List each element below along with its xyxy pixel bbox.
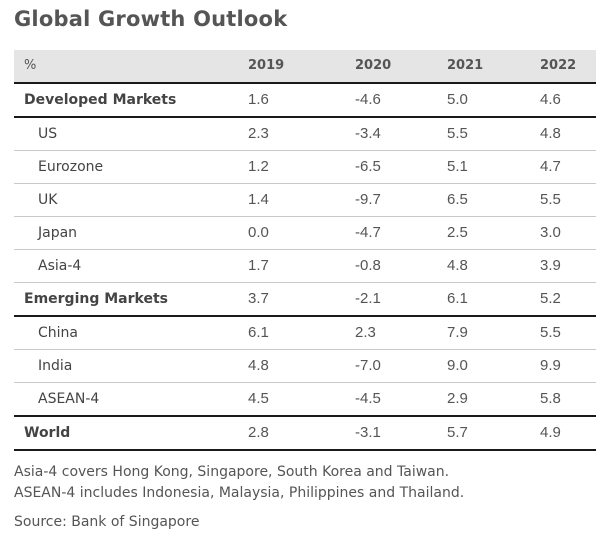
cell-2022: 3.9: [540, 257, 561, 274]
cell-2020: -3.1: [355, 424, 381, 441]
table-row: China 6.1 2.3 7.9 5.5: [14, 317, 596, 350]
cell-2019: 3.7: [248, 290, 269, 307]
cell-2021: 5.1: [447, 158, 468, 175]
cell-2020: 2.3: [355, 324, 376, 341]
cell-2022: 4.8: [540, 125, 561, 142]
cell-2019: 4.5: [248, 390, 269, 407]
cell-2021: 9.0: [447, 357, 468, 374]
cell-2021: 4.8: [447, 257, 468, 274]
cell-2019: 1.2: [248, 158, 269, 175]
cell-2019: 6.1: [248, 324, 269, 341]
cell-2019: 2.3: [248, 125, 269, 142]
year-header-2022: 2022: [540, 58, 577, 73]
table-header-row: % 2019 2020 2021 2022: [14, 50, 596, 84]
cell-2019: 1.7: [248, 257, 269, 274]
cell-2022: 5.5: [540, 324, 561, 341]
cell-2021: 6.1: [447, 290, 468, 307]
cell-2021: 6.5: [447, 191, 468, 208]
row-label: World: [24, 425, 71, 441]
table-row: ASEAN-4 4.5 -4.5 2.9 5.8: [14, 383, 596, 417]
cell-2022: 5.8: [540, 390, 561, 407]
table-row: Asia-4 1.7 -0.8 4.8 3.9: [14, 250, 596, 283]
year-header-2019: 2019: [248, 58, 285, 73]
cell-2022: 5.5: [540, 191, 561, 208]
source-note: Source: Bank of Singapore: [14, 514, 200, 530]
row-label: China: [38, 325, 78, 341]
table-row: Japan 0.0 -4.7 2.5 3.0: [14, 217, 596, 250]
cell-2019: 2.8: [248, 424, 269, 441]
cell-2022: 5.2: [540, 290, 561, 307]
table-row: US 2.3 -3.4 5.5 4.8: [14, 118, 596, 151]
cell-2021: 5.5: [447, 125, 468, 142]
footnotes: Asia-4 covers Hong Kong, Singapore, Sout…: [14, 462, 464, 504]
row-label: UK: [38, 192, 58, 208]
cell-2021: 2.5: [447, 224, 468, 241]
cell-2020: -4.6: [355, 91, 381, 108]
cell-2020: -4.5: [355, 390, 381, 407]
footnote: ASEAN-4 includes Indonesia, Malaysia, Ph…: [14, 485, 465, 501]
cell-2020: -2.1: [355, 290, 381, 307]
row-label: Eurozone: [38, 159, 104, 175]
row-label: Japan: [38, 225, 78, 241]
cell-2020: -6.5: [355, 158, 381, 175]
year-header-2021: 2021: [447, 58, 484, 73]
table-row: UK 1.4 -9.7 6.5 5.5: [14, 184, 596, 217]
cell-2019: 1.4: [248, 191, 269, 208]
cell-2021: 7.9: [447, 324, 468, 341]
cell-2022: 3.0: [540, 224, 561, 241]
row-label: ASEAN-4: [38, 391, 100, 407]
table-row: India 4.8 -7.0 9.0 9.9: [14, 350, 596, 383]
cell-2022: 9.9: [540, 357, 561, 374]
cell-2019: 0.0: [248, 224, 269, 241]
row-label: Emerging Markets: [24, 291, 168, 307]
table-row: World 2.8 -3.1 5.7 4.9: [14, 417, 596, 451]
unit-header: %: [24, 58, 37, 73]
cell-2020: -4.7: [355, 224, 381, 241]
cell-2021: 5.7: [447, 424, 468, 441]
table-row: Emerging Markets 3.7 -2.1 6.1 5.2: [14, 283, 596, 317]
cell-2020: -7.0: [355, 357, 381, 374]
row-label: Asia-4: [38, 258, 82, 274]
row-label: India: [38, 358, 73, 374]
cell-2022: 4.9: [540, 424, 561, 441]
cell-2021: 2.9: [447, 390, 468, 407]
cell-2020: -3.4: [355, 125, 381, 142]
cell-2020: -0.8: [355, 257, 381, 274]
year-header-2020: 2020: [355, 58, 392, 73]
row-label: Developed Markets: [24, 92, 177, 108]
cell-2020: -9.7: [355, 191, 381, 208]
cell-2019: 4.8: [248, 357, 269, 374]
page-title: Global Growth Outlook: [14, 7, 288, 31]
cell-2019: 1.6: [248, 91, 269, 108]
table-row: Developed Markets 1.6 -4.6 5.0 4.6: [14, 84, 596, 118]
cell-2021: 5.0: [447, 91, 468, 108]
cell-2022: 4.7: [540, 158, 561, 175]
row-label: US: [38, 126, 58, 142]
table-row: Eurozone 1.2 -6.5 5.1 4.7: [14, 151, 596, 184]
cell-2022: 4.6: [540, 91, 561, 108]
growth-table: % 2019 2020 2021 2022 Developed Markets …: [14, 50, 596, 451]
footnote: Asia-4 covers Hong Kong, Singapore, Sout…: [14, 464, 450, 480]
